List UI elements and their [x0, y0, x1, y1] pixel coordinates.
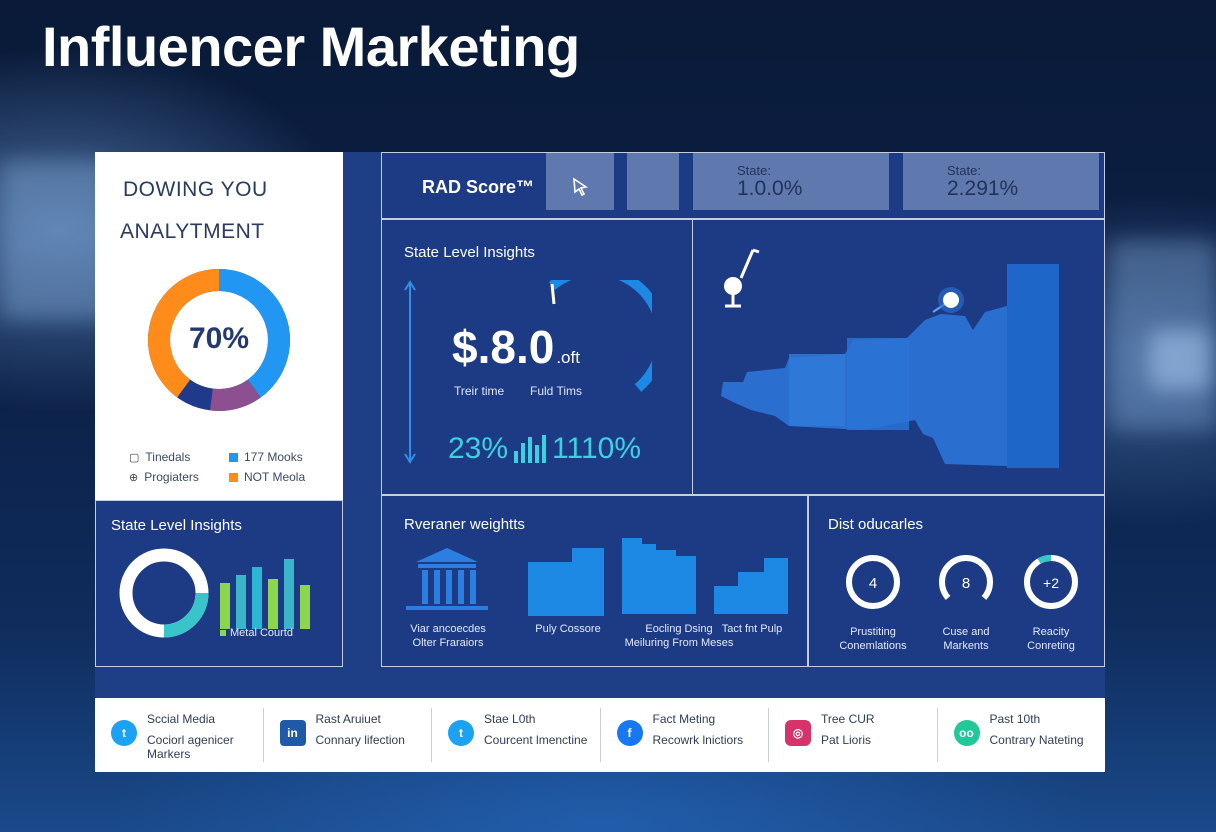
legend-item: 177 Mooks — [229, 450, 303, 464]
legend-swatch-orange — [229, 472, 238, 482]
ring-gauge: 4 — [846, 555, 900, 609]
compass-icon: ⊕ — [129, 471, 139, 484]
donut-value: 70% — [189, 322, 249, 355]
revenue-item-label: Puly Cossore — [535, 623, 601, 635]
svg-text:8: 8 — [962, 575, 970, 592]
revenue-item-label: Viar ancoecdes Olter Fraraiors — [410, 623, 486, 649]
legend-item: Metal Courtd — [220, 627, 293, 639]
state-insights-small-panel: State Level Insights Metal Courtd — [95, 500, 343, 667]
metric-label-left: Treir time — [454, 384, 505, 398]
instagram-icon: ◎ — [785, 720, 811, 746]
state-map — [721, 248, 1059, 468]
blank-tile[interactable] — [627, 153, 679, 210]
page-title: Influencer Marketing — [42, 15, 580, 78]
bar-chart — [220, 559, 310, 629]
background-glow — [1150, 330, 1210, 390]
ring-stat: 8 Cuse and Markents — [931, 552, 1001, 653]
revenue-item-label: Tact fnt Pulp — [721, 623, 783, 635]
card-heading: DOWING YOU — [123, 178, 268, 201]
donut-chart: 70% — [148, 269, 290, 411]
social-item-twitter[interactable]: t Sccial Media Cociorl agenicer Markers — [95, 708, 264, 762]
ring-stat: 4 Prustiting Conemlations — [838, 552, 908, 653]
map-bar — [1007, 264, 1059, 468]
social-item-facebook[interactable]: f Fact Meting Recowrk lnictiors — [601, 708, 769, 762]
legend-swatch-blue — [229, 452, 238, 462]
pin-icon — [724, 248, 760, 308]
legend-item: ▢ Tinedals — [129, 450, 191, 464]
ring-gauge: +2 — [1024, 555, 1078, 609]
analytics-card: DOWING YOU ANALYTMENT 70% ▢ Tinedals 177… — [95, 152, 343, 500]
score-header: RAD Score™ State: 1.0.0% State: 2.291% — [381, 152, 1105, 219]
revenue-weights-panel: Rveraner weightts Viar ancoecdes Olter Fr… — [381, 495, 808, 667]
linkedin-icon: in — [279, 720, 306, 746]
location-marker-icon — [943, 292, 959, 308]
step-bar-chart — [622, 538, 696, 614]
panel-title: State Level Insights — [111, 517, 242, 534]
step-bar-chart — [714, 558, 788, 614]
twitter-icon: t — [448, 720, 474, 746]
gauge-arc — [548, 280, 652, 392]
map-panel — [692, 219, 1105, 495]
svg-text:4: 4 — [869, 575, 877, 592]
bank-icon — [406, 548, 488, 610]
distribution-panel: Dist oducarles 4 Prustiting Conemlations … — [808, 495, 1105, 667]
vertical-arrow-icon — [404, 280, 416, 464]
donut-segment-orange — [148, 269, 290, 411]
percent-right: 1110% — [552, 432, 642, 465]
chat-icon: ▢ — [129, 451, 140, 464]
ring-chart — [119, 548, 209, 638]
tripadvisor-icon: oo — [953, 720, 980, 746]
percent-row: 23% 1110% — [448, 432, 641, 466]
social-item-twitter[interactable]: t Stae L0th Courcent lmenctine — [432, 708, 601, 762]
big-value: $.8.0 .oft — [452, 321, 580, 373]
legend-item: ⊕ Progiaters — [129, 470, 199, 484]
social-item-tripadvisor[interactable]: oo Past 10th Contrary Nateting — [938, 708, 1106, 762]
twitter-icon: t — [111, 720, 137, 746]
legend-item: NOT Meola — [229, 470, 305, 484]
percent-left: 23% — [448, 432, 509, 465]
card-subheading: ANALYTMENT — [120, 220, 265, 243]
revenue-item-label: Eocling Dsing Meiluring From Meses — [624, 623, 734, 649]
social-item-instagram[interactable]: ◎ Tree CUR Pat Lioris — [769, 708, 938, 762]
ring-gauge: 8 — [939, 555, 993, 611]
state-insights-panel: State Level Insights $.8.0 .oft Treir tim… — [381, 219, 693, 495]
panel-title: State Level Insights — [404, 244, 535, 261]
social-media-bar: t Sccial Media Cociorl agenicer Markers … — [95, 698, 1105, 772]
ring-stat: +2 Reacity Conreting — [1016, 552, 1086, 653]
social-item-linkedin[interactable]: in Rast Aruiuet Connary lifection — [264, 708, 432, 762]
mini-bars — [514, 435, 547, 463]
panel-title: Dist oducarles — [828, 516, 924, 533]
facebook-icon: f — [616, 720, 643, 746]
cursor-icon — [573, 177, 589, 197]
rad-score-label: RAD Score™ — [422, 177, 535, 197]
panel-title: Rveraner weightts — [404, 516, 525, 533]
step-bar-chart — [528, 548, 604, 616]
donut-segment-purple — [148, 269, 290, 411]
dashboard: DOWING YOU ANALYTMENT 70% ▢ Tinedals 177… — [95, 152, 1105, 772]
state-tile-2[interactable]: State: 2.291% — [903, 153, 1099, 210]
state-tile-1[interactable]: State: 1.0.0% — [693, 153, 889, 210]
metric-label-right: Fuld Tims — [530, 384, 583, 398]
background-glow — [0, 160, 110, 320]
cursor-tile[interactable] — [546, 153, 614, 210]
svg-text:+2: +2 — [1043, 575, 1059, 591]
